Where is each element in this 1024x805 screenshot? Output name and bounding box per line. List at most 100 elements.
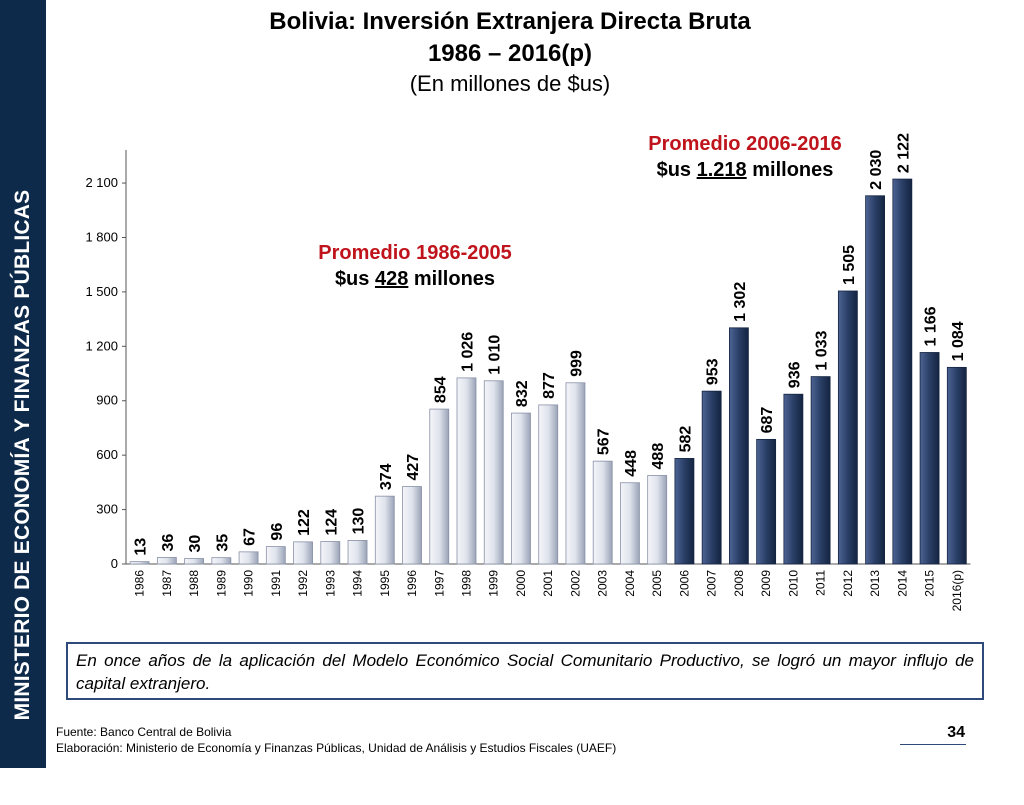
x-tick-label: 1993 — [323, 570, 337, 597]
bar — [810, 376, 831, 565]
data-label: 1 084 — [950, 321, 967, 361]
page-number: 34 — [947, 724, 965, 741]
x-tick-label: 2003 — [596, 570, 610, 597]
x-tick-label: 2001 — [541, 570, 555, 597]
data-label: 13 — [133, 538, 150, 556]
x-tick-label: 2013 — [868, 570, 882, 597]
data-label: 877 — [541, 372, 558, 399]
x-tick-label: 2015 — [923, 570, 937, 597]
x-tick-label: 1991 — [269, 570, 283, 597]
bar — [456, 377, 477, 565]
x-tick-label: 1990 — [242, 570, 256, 597]
x-tick-label: 1986 — [133, 570, 147, 597]
bar — [184, 558, 205, 565]
x-tick-label: 1989 — [214, 570, 228, 597]
data-label: 122 — [296, 509, 313, 536]
bar — [837, 290, 858, 565]
data-label: 1 166 — [923, 306, 940, 346]
y-tick-label: 600 — [96, 447, 118, 462]
x-tick-label: 2014 — [895, 570, 909, 597]
data-label: 1 505 — [841, 245, 858, 285]
y-tick-label: 1 500 — [85, 284, 118, 299]
bar — [946, 366, 967, 565]
bar — [129, 561, 150, 565]
average-1986-2005-value: $us 428 millones — [334, 268, 496, 290]
y-tick-label: 900 — [96, 393, 118, 408]
data-label: 999 — [568, 350, 585, 377]
data-label: 936 — [786, 361, 803, 388]
x-tick-label: 1996 — [405, 570, 419, 597]
bar — [320, 541, 341, 565]
data-label: 374 — [378, 463, 395, 490]
bar — [511, 412, 531, 565]
source-note: Fuente: Banco Central de Bolivia — [56, 725, 232, 739]
x-tick-label: 1988 — [187, 570, 201, 597]
title-block: Bolivia: Inversión Extranjera Directa Br… — [150, 6, 870, 98]
chart-title: Bolivia: Inversión Extranjera Directa Br… — [269, 8, 751, 35]
x-tick-label: 2009 — [759, 570, 773, 597]
bar — [919, 352, 940, 565]
data-label: 1 026 — [460, 332, 477, 372]
bar — [238, 551, 259, 565]
x-tick-label: 2000 — [514, 570, 528, 597]
average-2006-2016-heading: Promedio 2006-2016 — [648, 133, 842, 155]
data-label: 567 — [596, 428, 613, 455]
data-label: 488 — [650, 443, 667, 470]
bar — [483, 380, 504, 565]
y-tick-label: 0 — [111, 556, 118, 571]
bar — [701, 390, 722, 565]
bar — [156, 557, 177, 565]
y-tick-label: 1 800 — [85, 229, 118, 244]
footer: Fuente: Banco Central de Bolivia Elabora… — [56, 724, 616, 756]
bar — [347, 540, 368, 565]
bar — [892, 178, 913, 565]
y-tick-label: 1 200 — [85, 338, 118, 353]
data-label: 1 010 — [487, 335, 504, 375]
x-tick-label: 2006 — [677, 570, 691, 597]
bar — [756, 438, 777, 565]
x-tick-label: 1997 — [432, 570, 446, 597]
bar — [592, 460, 613, 565]
data-label: 35 — [214, 534, 231, 552]
data-label: 854 — [432, 376, 449, 403]
bar — [265, 546, 286, 565]
elaboration-note: Elaboración: Ministerio de Economía y Fi… — [56, 741, 617, 755]
x-tick-label: 2011 — [814, 570, 828, 596]
y-tick-label: 2 100 — [85, 175, 118, 190]
data-label: 582 — [677, 426, 694, 453]
average-2006-2016: Promedio 2006-2016 $us 1.218 millones — [600, 131, 890, 183]
bar — [211, 557, 232, 565]
data-label: 2 030 — [868, 150, 885, 190]
x-tick-label: 2005 — [650, 570, 664, 597]
x-tick-label: 1995 — [378, 570, 392, 597]
note-box: En once años de la aplicación del Modelo… — [66, 642, 984, 700]
bar — [293, 541, 313, 565]
data-label: 687 — [759, 407, 776, 434]
data-label: 2 122 — [895, 133, 912, 173]
bar — [865, 195, 885, 565]
x-tick-label: 2007 — [705, 570, 719, 597]
average-2006-2016-value: $us 1.218 millones — [656, 159, 834, 181]
x-tick-label: 2004 — [623, 570, 637, 597]
data-label: 953 — [705, 358, 722, 385]
x-tick-label: 1998 — [460, 570, 474, 597]
data-label: 1 033 — [814, 330, 831, 370]
x-tick-label: 2010 — [786, 570, 800, 597]
bar — [429, 408, 450, 565]
page-number-rule — [900, 744, 966, 745]
bar — [620, 482, 640, 565]
data-label: 832 — [514, 380, 531, 407]
bar — [402, 486, 422, 565]
x-tick-label: 2002 — [568, 570, 582, 597]
x-tick-label: 1987 — [160, 570, 174, 597]
x-tick-label: 2016(p) — [950, 570, 964, 611]
bar — [729, 327, 749, 565]
y-tick-label: 300 — [96, 502, 118, 517]
sidebar-band: MINISTERIO DE ECONOMÍA Y FINANZAS PÚBLIC… — [0, 0, 46, 768]
data-label: 124 — [323, 509, 340, 536]
bar — [783, 393, 804, 565]
average-1986-2005: Promedio 1986-2005 $us 428 millones — [270, 240, 560, 292]
data-label: 448 — [623, 450, 640, 477]
bar — [565, 382, 586, 565]
data-label: 30 — [187, 535, 204, 553]
